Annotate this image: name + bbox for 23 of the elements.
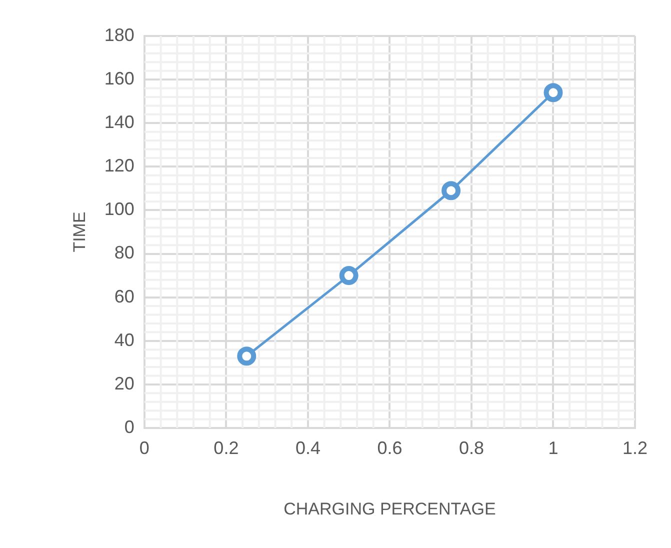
- y-tick-label: 180: [104, 24, 134, 45]
- y-tick-label: 60: [114, 286, 134, 306]
- y-tick-label: 120: [104, 156, 134, 176]
- x-tick-label: 0.2: [214, 438, 239, 458]
- x-tick-label: 0: [139, 438, 150, 458]
- y-tick-label: 40: [114, 330, 134, 350]
- y-tick-label: 160: [104, 68, 134, 89]
- y-axis-title: TIME: [70, 212, 89, 252]
- y-tick-label: 0: [124, 416, 134, 437]
- point: [237, 346, 256, 366]
- x-axis-title: CHARGING PERCENTAGE: [284, 499, 496, 518]
- y-tick-label: 20: [114, 373, 134, 394]
- y-tick-label: 80: [114, 242, 134, 263]
- x-tick-label: 1: [548, 438, 558, 458]
- point: [544, 83, 563, 102]
- x-tick-label: 0.6: [377, 438, 402, 458]
- x-tick-label: 0.8: [458, 438, 484, 458]
- x-tick-label: 0.4: [295, 438, 320, 458]
- point: [442, 181, 461, 200]
- y-tick-label: 100: [104, 199, 134, 220]
- x-tick-label: 1.2: [622, 438, 648, 458]
- y-tick-label: 140: [104, 112, 134, 132]
- point: [339, 266, 358, 286]
